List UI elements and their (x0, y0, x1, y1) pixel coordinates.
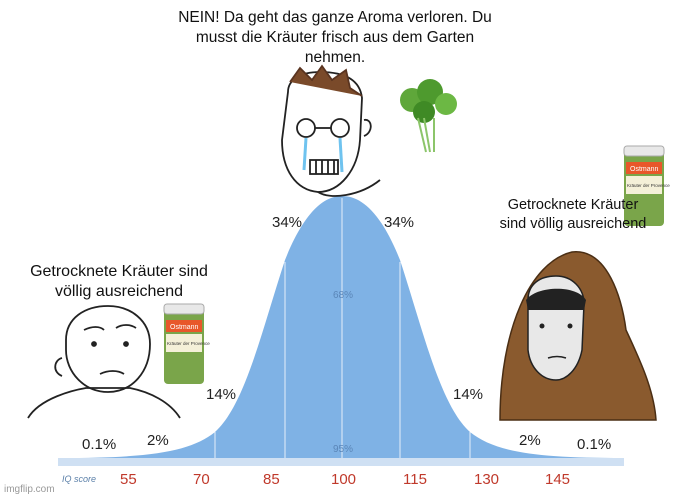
tick-55: 55 (120, 471, 137, 488)
tick-100: 100 (331, 471, 357, 488)
axis-title: IQ score (62, 474, 97, 484)
right-caption: Getrocknete Kräuter sind völlig ausreich… (499, 197, 647, 232)
pct-label-01-right: 0.1% (577, 436, 612, 453)
spice-jar-right: Ostmann Kräuter der Provence (623, 145, 670, 226)
tick-115: 115 (403, 471, 427, 488)
parsley-icon (400, 79, 457, 153)
pct-label-2-right: 2% (519, 432, 541, 449)
pct-label-14-right: 14% (453, 386, 484, 403)
pct-label-34-right: 34% (384, 214, 415, 231)
jar-label-left: Kräuter der Provence (167, 341, 210, 346)
top-caption: NEIN! Da geht das ganze Aroma verloren. … (178, 9, 492, 66)
tick-85: 85 (263, 471, 280, 488)
inner-label-68: 68% (333, 290, 353, 301)
crying-wojak (281, 64, 381, 197)
jar-brand-right: Ostmann (630, 166, 659, 173)
pct-label-01-left: 0.1% (82, 436, 117, 453)
jar-brand-left: Ostmann (170, 324, 199, 331)
tick-70: 70 (193, 471, 210, 488)
simple-wojak (27, 305, 181, 419)
pct-label-2-left: 2% (147, 432, 169, 449)
tick-130: 130 (474, 471, 500, 488)
left-caption: Getrocknete Kräuter sind völlig ausreich… (30, 263, 208, 300)
sigma-lines (214, 198, 471, 458)
tick-145: 145 (545, 471, 571, 488)
axis-bar (58, 458, 624, 466)
spice-jar-left: Ostmann Kräuter der Provence (163, 303, 210, 384)
jar-label-right: Kräuter der Provence (627, 183, 670, 188)
pct-label-14-left: 14% (206, 386, 237, 403)
hooded-wojak (499, 251, 657, 421)
watermark: imgflip.com (4, 484, 55, 495)
pct-label-34-left: 34% (272, 214, 303, 231)
inner-label-95: 95% (333, 444, 353, 455)
